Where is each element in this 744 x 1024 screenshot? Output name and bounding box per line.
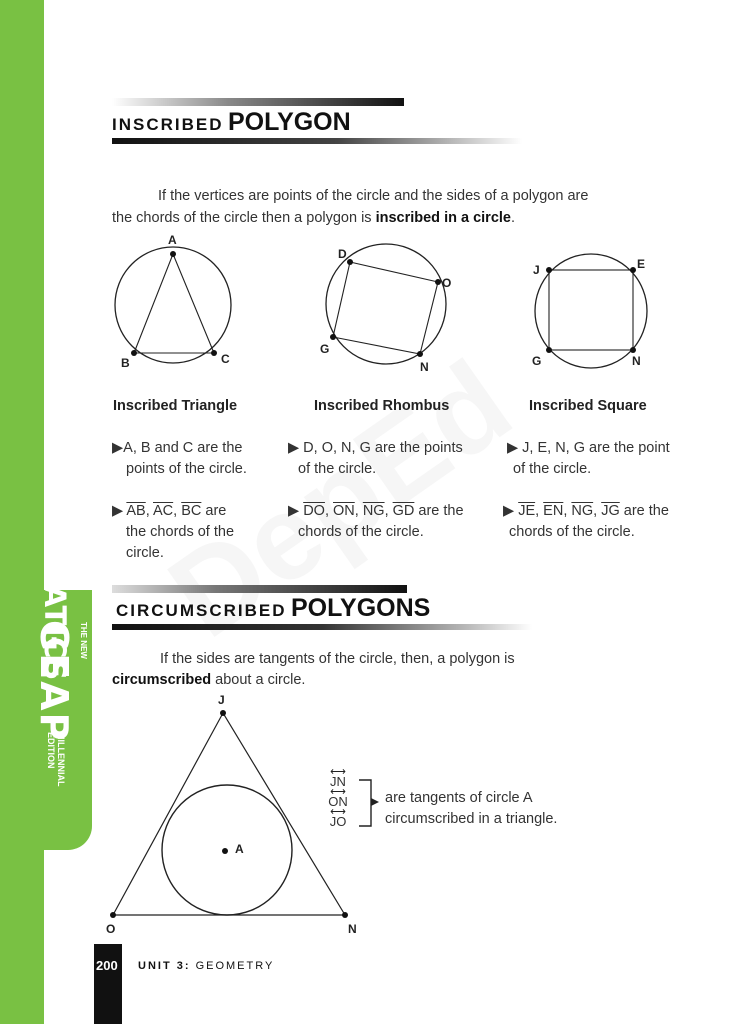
bullet-line: the chords of the <box>126 524 235 540</box>
bullet-text: are <box>205 503 227 519</box>
vertex-label-o: O <box>442 276 451 290</box>
tangent-item: ⟷ JO <box>318 806 358 829</box>
sidebar-tab <box>0 590 92 850</box>
chord-label: JG <box>601 503 620 519</box>
vertex-label-c: C <box>221 352 230 366</box>
tangent-note-line-1: are tangents of circle A <box>385 790 533 806</box>
paragraph-line-2: the chords of the circle then a polygon … <box>112 210 515 226</box>
caption-inscribed-rhombus: Inscribed Rhombus <box>314 398 450 414</box>
bullet-text: are the <box>623 503 669 519</box>
inscribed-triangle-figure: A B C <box>114 233 232 370</box>
bullet-chords-square: ▶ JE, EN, NG, JG are the chords of the c… <box>503 501 723 543</box>
vertex-label-o3: O <box>106 922 115 936</box>
heading-bar-bottom-2 <box>112 624 532 630</box>
inscribed-square-figure: J E N G <box>532 253 648 369</box>
paragraph-line-1: If the vertices are points of the circle… <box>158 188 589 204</box>
inscribed-rhombus-figure: D O N G <box>320 243 451 374</box>
chord-label: NG <box>571 503 594 519</box>
tangent-label: JN <box>330 774 346 789</box>
double-arrow-icon: ⟷ <box>330 786 346 798</box>
bullet-line: ▶ J, E, N, G are the point <box>507 440 670 456</box>
paragraph2-line-2: circumscribed about a circle. <box>112 672 305 688</box>
unit-number: UNIT 3: <box>138 960 191 972</box>
unit-topic: GEOMETRY <box>195 960 275 972</box>
paragraph2-line-1: If the sides are tangents of the circle,… <box>160 651 515 667</box>
heading-bar-bottom <box>112 138 522 144</box>
page-number: 200 <box>96 958 118 973</box>
series-logo: GEAP <box>32 620 76 743</box>
bullet-line: of the circle. <box>298 461 377 477</box>
chord-label: EN <box>543 503 564 519</box>
section-title-main-2: POLYGONS <box>290 594 431 622</box>
circumscribed-triangle-figure: J A O N <box>106 693 357 936</box>
page-number-block: 200 <box>94 944 122 1024</box>
bullet-line: ▶ AB, AC, BC are <box>112 503 227 519</box>
vertex-label-d: D <box>338 247 347 261</box>
bullet-line: points of the circle. <box>126 461 247 477</box>
tangent-note-line-2: circumscribed in a triangle. <box>385 811 558 827</box>
bullet-points-square: ▶ J, E, N, G are the point of the circle… <box>507 438 707 480</box>
chord-label: JE <box>518 503 536 519</box>
section-title-inscribed: INSCRIBED POLYGON <box>112 108 351 137</box>
chord-label: NG <box>362 503 385 519</box>
unit-label: UNIT 3: GEOMETRY <box>138 960 274 972</box>
tangent-item: ⟷ ON <box>318 786 358 809</box>
heading-bar-top-2 <box>112 585 407 593</box>
edition-line-1: MILLENNIAL <box>56 732 66 787</box>
paragraph-end: . <box>510 210 516 226</box>
bullet-line: chords of the circle. <box>298 524 424 540</box>
vertex-label-g: G <box>320 342 329 356</box>
bullet-line: circle. <box>126 545 164 561</box>
vertex-label-e: E <box>637 257 645 271</box>
series-prefix: THE NEW <box>79 622 88 659</box>
bullet-line: ▶ DO, ON, NG, GD are the <box>288 503 464 519</box>
tangent-label: JO <box>329 814 347 829</box>
edition-label: MILLENNIAL EDITION <box>46 732 66 787</box>
tangent-list: ⟷ JN ⟷ ON ⟷ JO <box>318 766 358 829</box>
chord-label: GD <box>392 503 415 519</box>
bullet-line: of the circle. <box>513 461 592 477</box>
sidebar-strip <box>0 0 44 1024</box>
center-label-a: A <box>235 842 244 856</box>
tangent-item: ⟷ JN <box>318 766 358 789</box>
paragraph-emphasis: inscribed in a circle <box>375 210 511 226</box>
bullet-chords-triangle: ▶ AB, AC, BC are the chords of the circl… <box>112 501 292 564</box>
paragraph2-emphasis: circumscribed <box>112 672 212 688</box>
vertex-label-b: B <box>121 356 130 370</box>
double-arrow-icon: ⟷ <box>330 806 346 818</box>
bullet-line: ▶A, B and C are the <box>112 440 243 456</box>
vertex-label-a: A <box>168 233 177 247</box>
bullet-text: are the <box>418 503 464 519</box>
section-title-prefix-2: CIRCUMSCRIBED <box>116 601 287 620</box>
chord-label: DO <box>303 503 325 519</box>
chord-label: BC <box>181 503 202 519</box>
bullet-chords-rhombus: ▶ DO, ON, NG, GD are the chords of the c… <box>288 501 488 543</box>
vertex-label-n3: N <box>348 922 357 936</box>
vertex-label-g2: G <box>532 354 541 368</box>
bullet-line: ▶ D, O, N, G are the points <box>288 440 463 456</box>
vertex-label-n: N <box>420 360 429 374</box>
chord-label: AC <box>153 503 174 519</box>
chord-label: AB <box>126 503 146 519</box>
bullet-line: ▶ JE, EN, NG, JG are the <box>503 503 669 519</box>
double-arrow-icon: ⟷ <box>330 766 346 778</box>
section-title-main: POLYGON <box>227 108 351 136</box>
paragraph2-text: about a circle. <box>211 672 306 688</box>
heading-bar-top <box>112 98 404 106</box>
edition-line-2: EDITION <box>46 732 56 769</box>
tangent-label: ON <box>328 794 348 809</box>
caption-inscribed-square: Inscribed Square <box>529 398 647 414</box>
bracket-icon <box>359 779 379 827</box>
chord-label: ON <box>333 503 355 519</box>
vertex-label-n2: N <box>632 354 641 368</box>
vertex-label-j: J <box>533 263 540 277</box>
bullet-line: chords of the circle. <box>509 524 635 540</box>
vertex-label-j3: J <box>218 693 225 707</box>
section-title-prefix: INSCRIBED <box>112 115 224 134</box>
caption-inscribed-triangle: Inscribed Triangle <box>113 398 238 414</box>
bullet-points-rhombus: ▶ D, O, N, G are the points of the circl… <box>288 438 488 480</box>
section-title-circumscribed: CIRCUMSCRIBED POLYGONS <box>116 594 430 623</box>
bullet-points-triangle: ▶A, B and C are the points of the circle… <box>112 438 292 480</box>
paragraph-text: the chords of the circle then a polygon … <box>112 210 376 226</box>
